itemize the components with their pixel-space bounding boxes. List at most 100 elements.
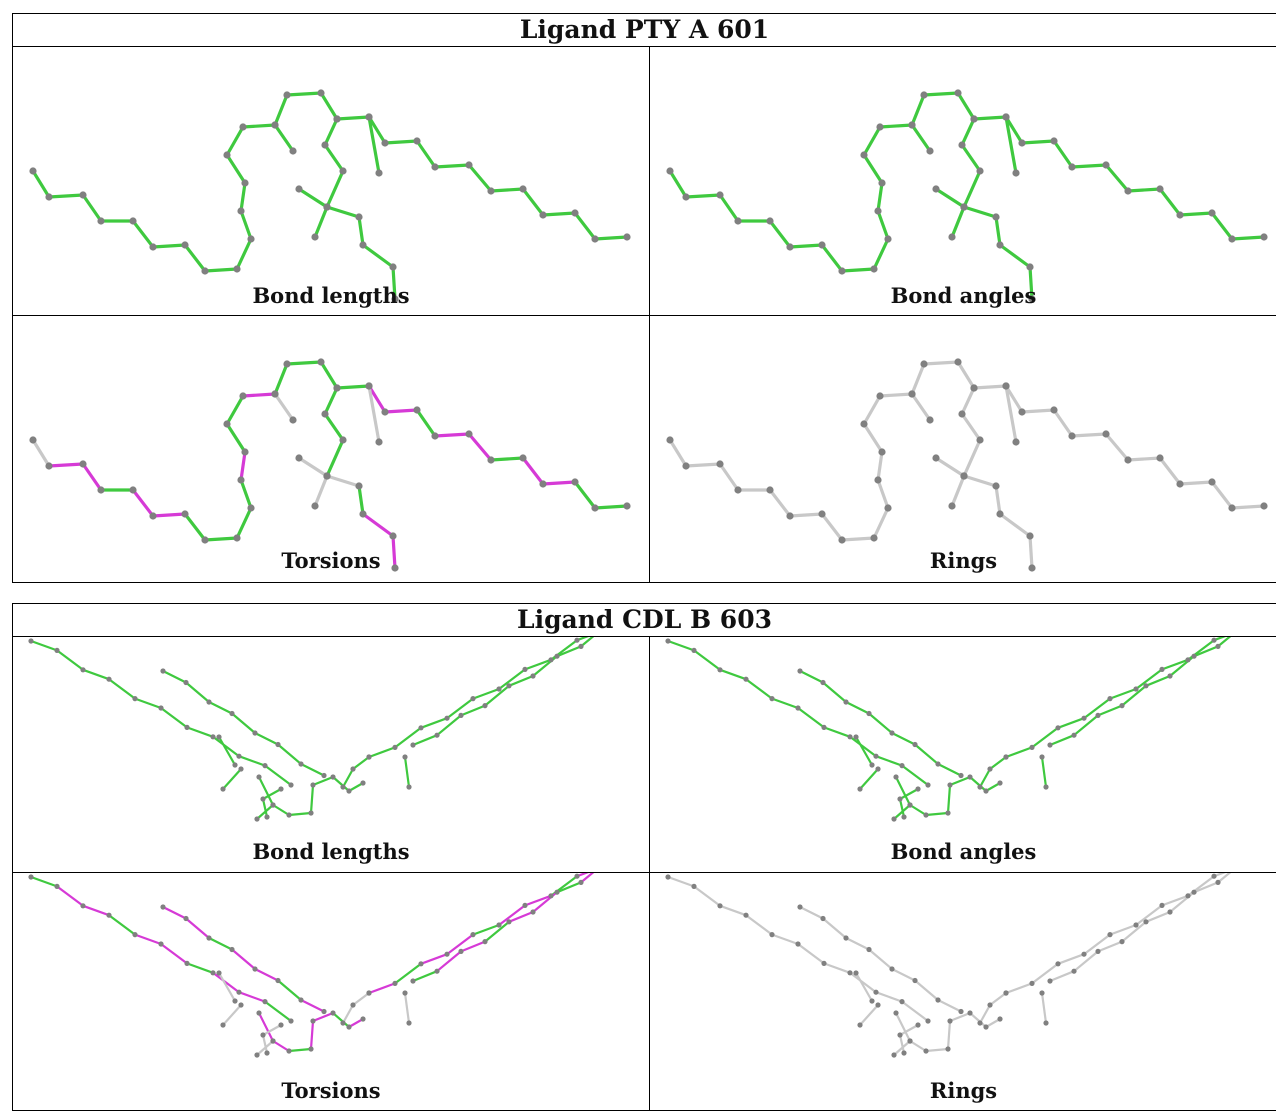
panel-grid: Bond lengths Bond angles Torsions Rings — [13, 637, 1276, 1111]
atom — [915, 786, 921, 792]
atom — [818, 510, 826, 518]
bond — [81, 193, 103, 223]
bond — [393, 962, 423, 985]
ligand-title: Ligand CDL B 603 — [13, 604, 1276, 637]
bond — [241, 123, 277, 129]
bond — [575, 637, 589, 642]
bond — [489, 456, 525, 462]
atom — [926, 147, 934, 155]
bond — [221, 1003, 243, 1027]
atom — [1228, 504, 1236, 512]
bond — [261, 1023, 283, 1037]
atom — [967, 774, 973, 780]
atom — [470, 696, 476, 702]
bond — [207, 700, 234, 715]
atom — [1107, 932, 1113, 938]
atom — [392, 744, 398, 750]
bond — [313, 205, 329, 239]
bond — [347, 781, 365, 793]
atom — [1026, 532, 1034, 540]
bond — [867, 712, 894, 735]
bond — [988, 755, 1008, 771]
atom — [1047, 978, 1053, 984]
atom — [233, 265, 241, 273]
bond — [391, 265, 397, 301]
bond — [822, 726, 852, 738]
atom — [1228, 235, 1236, 243]
atom — [1043, 784, 1049, 790]
bond — [159, 942, 189, 965]
bond — [788, 512, 824, 518]
atom — [1191, 889, 1197, 895]
ligand-title: Ligand PTY A 601 — [13, 14, 1276, 47]
bond — [341, 1003, 355, 1025]
atom — [682, 193, 690, 201]
bond — [253, 731, 280, 746]
atom — [321, 410, 329, 418]
atom — [346, 788, 352, 794]
bond — [1004, 982, 1034, 995]
bond — [900, 764, 930, 787]
bond — [934, 456, 966, 478]
atom — [539, 480, 547, 488]
atom — [769, 932, 775, 938]
bond — [718, 668, 748, 681]
bond — [497, 904, 527, 927]
atom — [530, 909, 536, 915]
bond — [299, 998, 326, 1013]
atom — [574, 637, 580, 643]
bond — [367, 746, 397, 759]
bond — [273, 93, 289, 127]
bond — [1048, 734, 1076, 747]
bond — [383, 139, 419, 145]
atom — [308, 810, 314, 816]
atom — [375, 438, 383, 446]
atom — [1039, 754, 1045, 760]
molecule-diagram — [666, 358, 1268, 572]
atom — [717, 903, 723, 909]
bond — [81, 904, 111, 917]
bond — [184, 681, 211, 704]
bond — [131, 488, 155, 518]
atom — [220, 1022, 226, 1028]
bonds — [31, 360, 629, 570]
atom — [847, 970, 853, 976]
bond — [521, 456, 545, 486]
bond — [184, 917, 211, 940]
atom — [997, 780, 1003, 786]
bond — [978, 767, 992, 789]
atom — [1143, 919, 1149, 925]
atom — [458, 948, 464, 954]
atom — [359, 510, 367, 518]
bond — [910, 93, 926, 127]
atom — [1043, 1020, 1049, 1026]
atoms — [666, 89, 1268, 303]
bond — [962, 438, 982, 478]
bonds — [668, 360, 1266, 570]
panel-caption: Bond angles — [890, 283, 1037, 308]
atom — [149, 512, 157, 520]
bond — [255, 803, 275, 821]
atom — [275, 741, 281, 748]
bond — [237, 755, 267, 767]
bond — [276, 743, 303, 766]
bond — [361, 512, 395, 538]
molecule-diagram — [29, 358, 631, 572]
atom — [1191, 653, 1197, 659]
atom — [878, 448, 886, 456]
bond — [898, 787, 920, 801]
bond — [31, 438, 51, 468]
atom — [216, 734, 222, 740]
atom — [897, 796, 903, 802]
atom — [360, 1016, 366, 1022]
bonds — [29, 637, 595, 821]
bond — [1216, 873, 1232, 884]
bond — [872, 506, 890, 540]
atom — [873, 989, 879, 995]
atom — [283, 360, 291, 368]
bond — [668, 169, 688, 199]
atom — [1039, 990, 1045, 996]
bond — [31, 169, 51, 199]
atom — [866, 946, 872, 953]
atom — [232, 762, 238, 768]
